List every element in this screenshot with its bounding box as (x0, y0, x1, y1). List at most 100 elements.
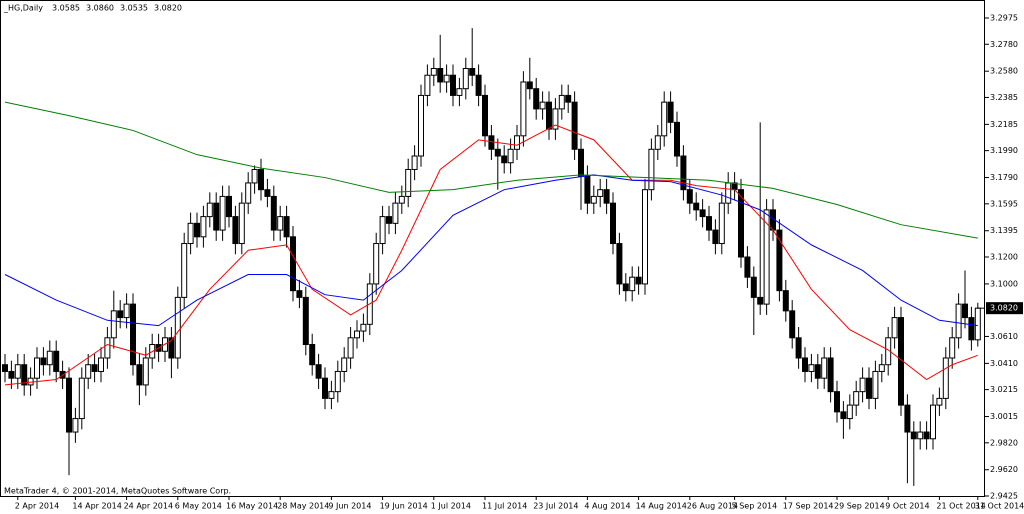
candle-body (117, 310, 124, 319)
x-tick-label: 5 Sep 2014 (732, 502, 778, 511)
y-tick-label: 3.0215 (990, 385, 1018, 394)
candle-body (936, 397, 943, 406)
candle-body (488, 135, 495, 150)
y-tick-label: 3.2385 (990, 93, 1018, 102)
candle-body (629, 276, 636, 292)
header-value: 3.0820 (154, 4, 182, 13)
candle-body (258, 168, 264, 191)
candle-body (437, 67, 444, 83)
moving-average-line (4, 124, 978, 386)
candle-body (104, 337, 111, 359)
candle-body (776, 229, 783, 292)
candle-body (610, 202, 616, 245)
candle-body (616, 243, 623, 285)
candle-body (827, 357, 834, 393)
candle-body (283, 216, 290, 238)
candle-body (379, 216, 386, 245)
candle-body (635, 276, 642, 285)
current-price-box (986, 302, 1023, 315)
candle-body (296, 290, 303, 298)
y-tick-label: 3.2580 (990, 67, 1018, 76)
x-tick-label: 9 Oct 2014 (885, 502, 929, 511)
x-tick-label: 17 Sep 2014 (783, 502, 834, 511)
candle-body (853, 391, 860, 406)
candle-body (699, 209, 706, 218)
y-tick-label: 3.1000 (990, 279, 1018, 288)
candle-body (962, 303, 968, 319)
candle-body (942, 357, 949, 399)
candle-body (309, 344, 316, 366)
candle-body (251, 168, 258, 184)
candle-body (680, 155, 687, 191)
x-tick-label: 4 Aug 2014 (584, 502, 630, 511)
candle-body (974, 307, 981, 341)
candle-body (66, 377, 72, 433)
candle-body (392, 202, 399, 224)
candle-body (219, 195, 226, 231)
candle-body (264, 189, 271, 197)
x-tick-label: 29 Sep 2014 (834, 502, 885, 511)
candle-body (520, 81, 527, 137)
candle-body (949, 337, 956, 359)
candle-body (341, 357, 348, 372)
y-tick-label: 3.0610 (990, 332, 1018, 341)
candle-body (411, 155, 418, 170)
candle-body (750, 276, 757, 298)
candle-body (424, 74, 431, 96)
candle-body (584, 175, 591, 204)
candle-body (181, 243, 188, 298)
candle-body (142, 357, 149, 386)
candle-body (808, 364, 815, 372)
y-tick-label: 3.2780 (990, 40, 1018, 49)
candle-body (98, 357, 104, 372)
candle-body (923, 431, 930, 440)
candle-body (814, 364, 821, 379)
candle-body (674, 121, 680, 157)
y-tick-label: 3.2185 (990, 120, 1018, 129)
candle-body (866, 377, 872, 399)
candle-body (322, 377, 328, 399)
candle-body (290, 236, 296, 292)
chart-title: _HG,Daily (3, 4, 43, 13)
candle-body (386, 216, 392, 224)
candle-body (456, 88, 463, 96)
x-tick-label: 28 May 2014 (277, 502, 329, 511)
candle-body (238, 202, 245, 245)
x-tick-label: 21 Oct 2014 (936, 502, 985, 511)
candle-body (315, 364, 322, 379)
candle-body (14, 364, 21, 379)
candle-body (232, 216, 239, 245)
candle-body (597, 189, 604, 197)
candle-body (859, 377, 866, 393)
candle-body (686, 189, 693, 204)
candle-body (418, 94, 424, 157)
candle-body (834, 391, 840, 413)
candle-body (277, 216, 284, 231)
candle-body (622, 283, 629, 292)
candle-body (123, 303, 130, 319)
x-tick-label: 31 Oct 2014 (975, 502, 1024, 511)
candle-body (168, 337, 175, 359)
candle-body (590, 195, 597, 204)
candle-body (578, 148, 584, 177)
candle-body (328, 391, 335, 399)
candle-body (846, 404, 853, 420)
candle-body (667, 101, 674, 123)
candle-body (194, 222, 200, 238)
candle-body (738, 189, 744, 258)
x-tick-label: 1 Jul 2014 (431, 502, 471, 511)
footer: MetaTrader 4, © 2001-2014, MetaQuotes So… (4, 487, 231, 496)
y-tick-label: 3.1595 (990, 199, 1018, 208)
y-tick-label: 3.1990 (990, 146, 1018, 155)
candle-body (693, 202, 700, 211)
candle-body (2, 364, 8, 372)
candle-body (91, 364, 98, 372)
candle-body (910, 431, 917, 440)
x-tick-label: 23 Jul 2014 (533, 502, 578, 511)
candle-body (782, 290, 789, 312)
candle-body (482, 94, 488, 137)
candle-body (507, 148, 514, 164)
candle-body (130, 303, 136, 366)
candle-body (8, 370, 15, 379)
